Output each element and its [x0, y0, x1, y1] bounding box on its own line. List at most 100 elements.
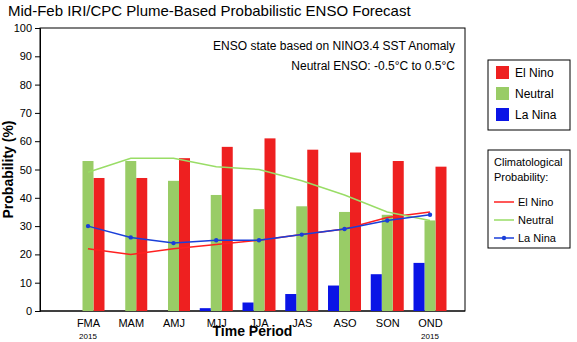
y-tick-label: 30: [20, 220, 32, 232]
bar: [296, 206, 307, 311]
bar: [94, 178, 105, 311]
bar: [393, 161, 404, 311]
x-tick-label: OND: [418, 317, 443, 329]
annotation: Neutral ENSO: -0.5°C to 0.5°C: [291, 59, 455, 73]
y-tick: 10: [20, 277, 40, 289]
bar: [200, 308, 211, 311]
legend-label: La Nina: [518, 232, 557, 244]
x-tick-label: MAM: [118, 317, 144, 329]
bar: [425, 220, 436, 311]
annotation: ENSO state based on NINO3.4 SST Anomaly: [213, 39, 455, 53]
marker: [129, 235, 133, 239]
y-tick-mark: [35, 56, 40, 57]
x-tick: FMA: [77, 311, 101, 329]
marker: [257, 238, 261, 242]
plot-marks: [83, 138, 447, 311]
marker: [86, 224, 90, 228]
y-tick-mark: [35, 170, 40, 171]
x-tick: JAS: [292, 311, 312, 329]
bar: [157, 311, 168, 312]
legend-label: Neutral: [515, 87, 554, 101]
marker: [428, 213, 432, 217]
y-tick: 50: [20, 164, 40, 176]
bar: [136, 178, 147, 311]
legend-title: Probability:: [494, 171, 548, 183]
y-axis-title: Probability (%): [0, 120, 16, 218]
bar: [414, 263, 425, 311]
legend-line: [494, 201, 514, 203]
bar: [339, 212, 350, 311]
bar: [211, 195, 222, 311]
x-tick-sublabel: 2015: [421, 332, 439, 341]
bar-series: [200, 263, 425, 311]
legend-swatch: [496, 66, 509, 79]
y-tick: 100: [14, 22, 40, 34]
line: [88, 215, 430, 243]
marker: [300, 232, 304, 236]
bar: [114, 311, 125, 312]
y-tick: 60: [20, 135, 40, 147]
x-tick: OND: [418, 311, 443, 329]
y-tick-mark: [35, 226, 40, 227]
bar: [436, 167, 447, 311]
marker: [214, 238, 218, 242]
x-tick: MAM: [118, 311, 144, 329]
y-tick: 20: [20, 248, 40, 260]
x-tick-label: JAS: [292, 317, 312, 329]
legend-box: [488, 150, 570, 248]
x-tick: SON: [376, 311, 400, 329]
bar-series: [94, 138, 447, 311]
bar: [83, 161, 94, 311]
y-tick-mark: [35, 113, 40, 114]
y-tick-mark: [35, 141, 40, 142]
line: [88, 212, 430, 254]
legend-box: [488, 60, 570, 130]
y-tick-mark: [35, 85, 40, 86]
y-tick-mark: [35, 254, 40, 255]
y-tick: 0: [26, 305, 40, 317]
y-tick-label: 20: [20, 248, 32, 260]
bar: [168, 181, 179, 311]
y-tick-label: 90: [20, 50, 32, 62]
y-axis-line: [35, 29, 41, 312]
bar: [243, 303, 254, 311]
y-tick-label: 60: [20, 135, 32, 147]
y-tick-label: 40: [20, 192, 32, 204]
legend-label: El Nino: [518, 196, 553, 208]
y-tick: 70: [20, 107, 40, 119]
x-tick-label: FMA: [77, 317, 101, 329]
y-tick: 80: [20, 79, 40, 91]
legend-swatch: [496, 87, 509, 100]
x-tick: AMJ: [163, 311, 185, 329]
y-tick-mark: [35, 311, 40, 312]
y-axis: 0 10 20 30 40 50 60 70 80 90 100: [14, 22, 41, 317]
legend-title: Climatological: [494, 156, 562, 168]
legend-label: Neutral: [518, 214, 553, 226]
y-tick-label: 70: [20, 107, 32, 119]
x-tick: ASO: [333, 311, 357, 329]
x-axis-title: Time Period: [213, 323, 293, 339]
marker: [171, 241, 175, 245]
bar: [382, 215, 393, 311]
y-tick-label: 10: [20, 277, 32, 289]
y-tick-mark: [35, 198, 40, 199]
line: [88, 158, 430, 220]
title: Mid-Feb IRI/CPC Plume-Based Probabilisti…: [8, 2, 411, 19]
y-tick-label: 100: [14, 22, 32, 34]
y-tick-label: 0: [26, 305, 32, 317]
y-tick-label: 50: [20, 164, 32, 176]
marker: [342, 227, 346, 231]
bar: [371, 274, 382, 311]
bar: [222, 147, 233, 311]
x-tick-sublabel: 2015: [79, 332, 97, 341]
y-tick: 30: [20, 220, 40, 232]
y-tick-mark: [35, 283, 40, 284]
bar: [254, 209, 265, 311]
x-tick-label: SON: [376, 317, 400, 329]
bar: [179, 158, 190, 311]
legend-label: El Nino: [515, 66, 554, 80]
bar: [350, 153, 361, 311]
plot-frame: [40, 28, 465, 311]
bar-series: [83, 161, 436, 311]
legend-marker: [502, 236, 506, 240]
